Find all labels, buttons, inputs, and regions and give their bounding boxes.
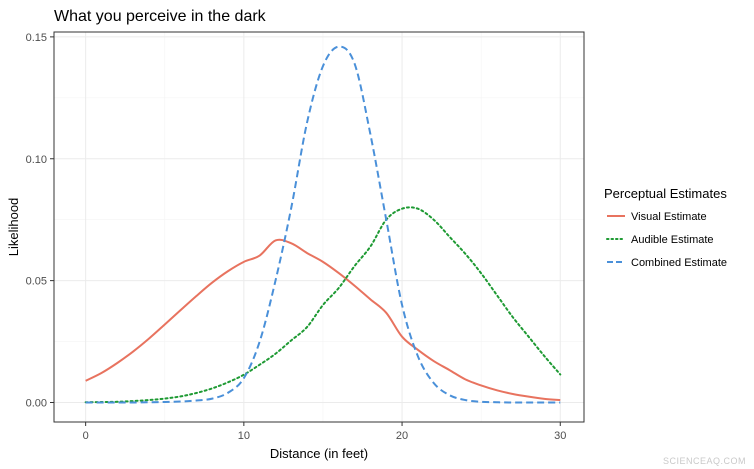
y-tick-label: 0.00 xyxy=(26,398,47,410)
x-tick-label: 30 xyxy=(554,430,566,442)
legend-item: Combined Estimate xyxy=(607,257,727,269)
x-tick-label: 0 xyxy=(83,430,89,442)
series-line-combined-estimate xyxy=(85,45,561,404)
x-tick-label: 10 xyxy=(238,430,250,442)
chart-title: What you perceive in the dark xyxy=(54,8,267,25)
legend-label: Visual Estimate xyxy=(631,211,707,223)
watermark: SCIENCEAQ.COM xyxy=(663,456,746,466)
x-axis-label: Distance (in feet) xyxy=(270,446,368,461)
series-line-audible-estimate xyxy=(84,206,562,404)
legend-item: Visual Estimate xyxy=(607,211,707,223)
legend: Perceptual Estimates Visual Estimate Audi… xyxy=(604,186,727,269)
y-tick-label: 0.15 xyxy=(26,32,47,44)
legend-title: Perceptual Estimates xyxy=(604,186,727,201)
data-series xyxy=(84,45,562,404)
y-axis-label: Likelihood xyxy=(6,198,21,257)
plot-border xyxy=(53,31,585,423)
series-line-visual-estimate xyxy=(85,238,561,402)
legend-label: Combined Estimate xyxy=(631,257,727,269)
y-axis: 0.00 0.05 0.10 0.15 xyxy=(26,32,54,410)
y-tick-label: 0.10 xyxy=(26,154,47,166)
legend-item: Audible Estimate xyxy=(606,234,714,246)
x-axis: 0 10 20 30 xyxy=(83,422,566,442)
x-tick-label: 20 xyxy=(396,430,408,442)
legend-label: Audible Estimate xyxy=(631,234,714,246)
y-tick-label: 0.05 xyxy=(26,276,47,288)
plot-panel xyxy=(54,32,584,422)
